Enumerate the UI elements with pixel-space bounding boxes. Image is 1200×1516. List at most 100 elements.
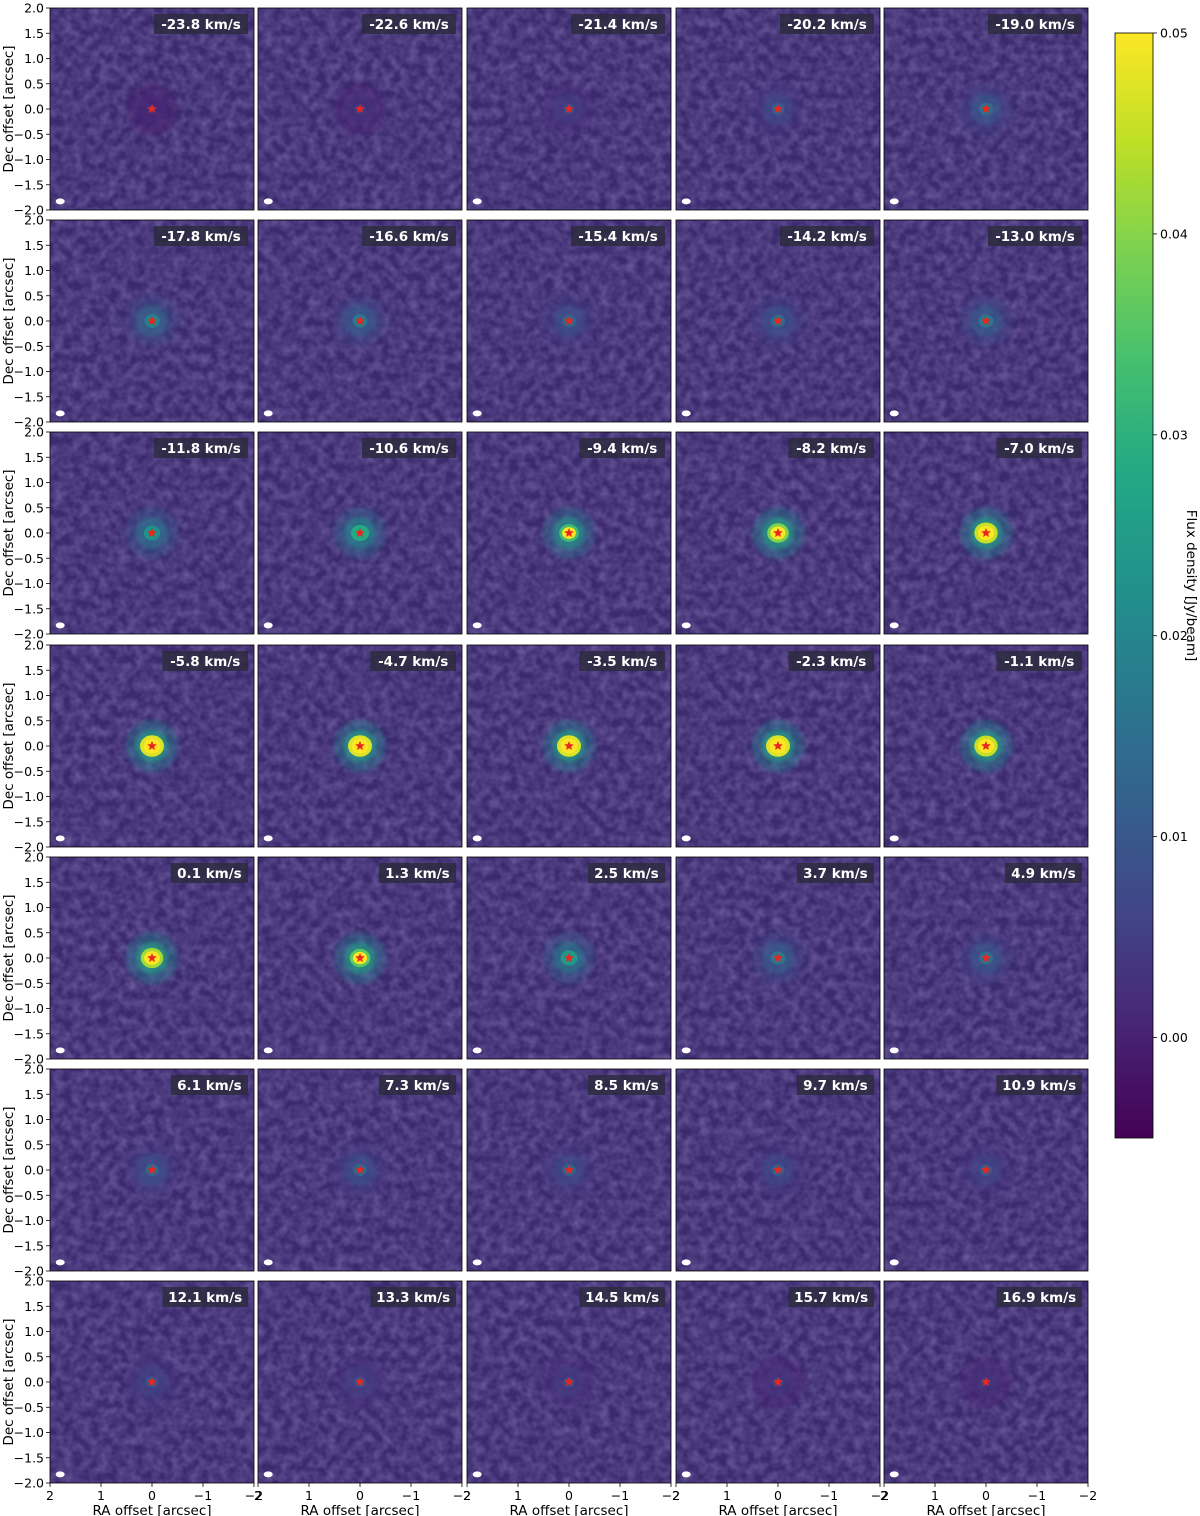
panel-frame (675, 644, 881, 848)
channel-panel: -13.0 km/s (883, 219, 1089, 423)
star-marker (981, 1377, 991, 1387)
panel-frame (675, 1068, 881, 1272)
channel-panel: -23.8 km/s 2.0 1.5 1.0 0.5 0.0 −0.5 −1.0 −1.5 −2.… (1, 1, 255, 218)
channel-panel: 1.3 km/s (257, 856, 463, 1060)
velocity-label: -21.4 km/s (578, 17, 658, 33)
x-tick-label: 1 (514, 1488, 522, 1503)
y-tick-label: −2.0 (14, 1476, 44, 1491)
velocity-label-box (370, 651, 456, 671)
y-tick-label: 1.0 (24, 1324, 44, 1339)
channel-panel: -22.6 km/s (257, 7, 463, 211)
panel-frame (883, 1068, 1089, 1272)
star-marker (981, 1165, 991, 1175)
channel-panel: 14.5 km/s 2 1 0 −1 −2 RA offset [arcsec] (463, 1280, 680, 1516)
y-axis-label: Dec offset [arcsec] (1, 682, 17, 809)
y-tick-label: 1.0 (24, 475, 44, 490)
panel-frame (466, 644, 672, 848)
channel-panel: -4.7 km/s (257, 644, 463, 848)
beam-ellipse (889, 198, 899, 205)
velocity-label-box (370, 1287, 456, 1307)
velocity-label: 0.1 km/s (177, 866, 242, 882)
velocity-label-box (780, 14, 874, 34)
channel-panel: 15.7 km/s 2 1 0 −1 −2 RA offset [arcsec] (672, 1280, 889, 1516)
y-tick-label: −0.5 (14, 551, 44, 566)
x-tick-label: −1 (194, 1488, 212, 1503)
beam-ellipse (681, 1047, 691, 1054)
y-tick-label: −1.0 (14, 576, 44, 591)
y-tick-label: −0.5 (14, 339, 44, 354)
panel-frame (257, 7, 463, 211)
star-marker (147, 316, 157, 326)
y-tick-label: −2.0 (14, 1264, 44, 1279)
velocity-label-box (780, 226, 874, 246)
y-tick-label: 1.0 (24, 51, 44, 66)
colorbar-tick-label: 0.00 (1160, 1030, 1188, 1045)
panel-frame (675, 219, 881, 423)
x-tick-label: 1 (97, 1488, 105, 1503)
star-marker (355, 528, 365, 538)
channel-panel: -9.4 km/s (466, 431, 672, 635)
x-tick-label: 2 (672, 1488, 680, 1503)
beam-ellipse (55, 198, 65, 205)
y-tick-label: 0.0 (24, 739, 44, 754)
x-tick-label: 1 (723, 1488, 731, 1503)
beam-ellipse (472, 1047, 482, 1054)
y-tick-label: 0.5 (24, 713, 44, 728)
panel-frame (883, 644, 1089, 848)
channel-panel: -15.4 km/s (466, 219, 672, 423)
y-tick-label: −1.5 (14, 389, 44, 404)
star-marker (564, 1377, 574, 1387)
beam-ellipse (55, 835, 65, 842)
velocity-label-box (788, 1287, 874, 1307)
beam-ellipse (681, 198, 691, 205)
velocity-label-box (996, 651, 1082, 671)
panel-frame (466, 431, 672, 635)
velocity-label-box (579, 1287, 665, 1307)
velocity-label: -19.0 km/s (995, 17, 1075, 33)
y-tick-label: 2.0 (24, 425, 44, 440)
velocity-label: -4.7 km/s (378, 654, 448, 670)
y-tick-label: 0.5 (24, 500, 44, 515)
channel-panel: -1.1 km/s (883, 644, 1089, 848)
channel-panel: 9.7 km/s (675, 1068, 881, 1272)
star-marker (773, 953, 783, 963)
channel-panel: -16.6 km/s (257, 219, 463, 423)
panel-frame (675, 431, 881, 635)
y-tick-label: 1.0 (24, 263, 44, 278)
y-tick-label: 1.0 (24, 1112, 44, 1127)
x-tick-label: −2 (453, 1488, 471, 1503)
y-tick-label: 0.0 (24, 1163, 44, 1178)
x-tick-label: −2 (871, 1488, 889, 1503)
star-marker (773, 1165, 783, 1175)
y-tick-label: −1.0 (14, 152, 44, 167)
velocity-label-box (154, 438, 248, 458)
x-tick-label: −2 (245, 1488, 263, 1503)
velocity-label-box (587, 1075, 665, 1095)
y-tick-label: −0.5 (14, 764, 44, 779)
x-tick-label: 1 (931, 1488, 939, 1503)
channel-panel: 10.9 km/s (883, 1068, 1089, 1272)
channel-panel: -2.3 km/s (675, 644, 881, 848)
x-axis-label: RA offset [arcsec] (718, 1503, 837, 1516)
channel-panel: -3.5 km/s (466, 644, 672, 848)
panel-frame (466, 1068, 672, 1272)
velocity-label-box (571, 14, 665, 34)
star-marker (147, 104, 157, 114)
velocity-label: 12.1 km/s (168, 1290, 242, 1306)
velocity-label-box (378, 863, 456, 883)
beam-ellipse (263, 622, 273, 629)
y-tick-label: −1.5 (14, 1238, 44, 1253)
velocity-label: -1.1 km/s (1004, 654, 1074, 670)
velocity-label-box (362, 226, 456, 246)
velocity-label-box (579, 651, 665, 671)
panel-frame (675, 856, 881, 1060)
velocity-label: -14.2 km/s (787, 229, 867, 245)
y-tick-label: 2.0 (24, 1062, 44, 1077)
panel-frame (466, 219, 672, 423)
x-tick-label: 0 (148, 1488, 156, 1503)
velocity-label: -9.4 km/s (587, 441, 657, 457)
beam-ellipse (472, 1259, 482, 1266)
star-marker (355, 953, 365, 963)
y-axis-label: Dec offset [arcsec] (1, 469, 17, 596)
y-tick-label: 1.5 (24, 450, 44, 465)
